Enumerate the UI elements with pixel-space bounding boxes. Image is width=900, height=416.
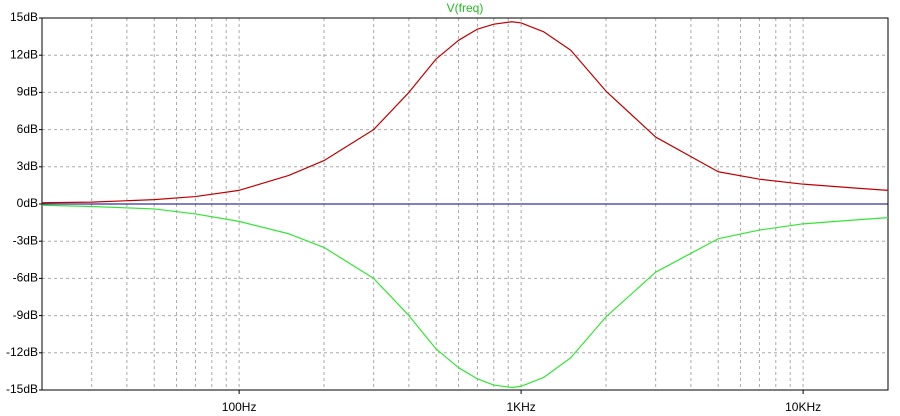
y-tick-label: 9dB [17, 85, 38, 99]
y-tick-label: -6dB [13, 271, 38, 285]
y-tick-label: 6dB [17, 122, 38, 136]
y-tick-label: -12dB [6, 345, 38, 359]
y-tick-label: -9dB [13, 308, 38, 322]
line-series [41, 204, 889, 389]
line-series [41, 21, 889, 204]
y-tick-label: 3dB [17, 159, 38, 173]
y-tick-label: -3dB [13, 233, 38, 247]
y-tick-label: 12dB [10, 47, 38, 61]
x-tick-label: 1KHz [506, 400, 535, 414]
y-tick-label: 0dB [17, 196, 38, 210]
y-tick-label: -15dB [6, 382, 38, 396]
chart-title: V(freq) [447, 1, 484, 15]
x-tick-label: 10KHz [785, 400, 821, 414]
x-tick-label: 100Hz [222, 400, 257, 414]
plot-frame [41, 17, 889, 391]
y-tick-label: 15dB [10, 10, 38, 24]
